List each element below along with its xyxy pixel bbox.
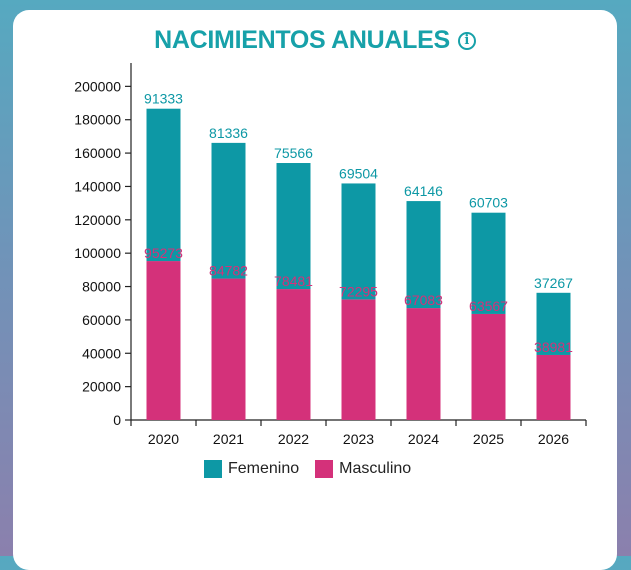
legend: Femenino Masculino [204, 460, 411, 478]
y-tick-label: 60000 [82, 312, 121, 328]
bar-femenino [471, 212, 506, 314]
y-tick-label: 120000 [74, 212, 121, 228]
bar-chart: 0 20000 40000 60000 80000 100000 120000 140000 1… [74, 63, 587, 447]
bar-masculino [406, 308, 441, 420]
x-tick-label: 2025 [473, 431, 504, 447]
data-label-masculino: 38981 [534, 339, 573, 355]
data-label-masculino: 78481 [274, 273, 313, 289]
title-row: NACIMIENTOS ANUALES i [13, 26, 617, 55]
x-tick-label: 2022 [278, 431, 309, 447]
y-tick-label: 0 [113, 412, 121, 428]
legend-label-masculino: Masculino [339, 460, 412, 477]
data-label-masculino: 72295 [339, 283, 378, 299]
data-label-femenino: 75566 [274, 145, 313, 161]
bar-masculino [146, 261, 181, 420]
bar-femenino [276, 163, 311, 290]
legend-swatch-femenino [204, 460, 222, 478]
y-tick-label: 100000 [74, 245, 121, 261]
chart-card: NACIMIENTOS ANUALES i [13, 10, 617, 570]
data-label-masculino: 95273 [144, 245, 183, 261]
legend-item-femenino[interactable]: Femenino [204, 460, 299, 478]
x-tick-label: 2023 [343, 431, 374, 447]
bar-femenino [211, 142, 246, 279]
data-label-femenino: 91333 [144, 91, 183, 107]
bar-masculino [471, 313, 506, 420]
x-tick-label: 2020 [148, 431, 179, 447]
x-tick-label: 2024 [408, 431, 439, 447]
data-label-femenino: 37267 [534, 275, 573, 291]
y-tick-label: 140000 [74, 178, 121, 194]
bar-femenino [146, 108, 181, 262]
bar-femenino [341, 183, 376, 300]
y-tick-label: 200000 [74, 78, 121, 94]
y-tick-label: 160000 [74, 145, 121, 161]
bar-masculino [341, 299, 376, 420]
y-tick-label: 80000 [82, 279, 121, 295]
legend-label-femenino: Femenino [228, 460, 300, 477]
data-label-masculino: 84782 [209, 263, 248, 279]
chart-title: NACIMIENTOS ANUALES [154, 26, 450, 54]
legend-item-masculino[interactable]: Masculino [315, 460, 411, 478]
bar-masculino [536, 354, 571, 420]
data-label-masculino: 67083 [404, 292, 443, 308]
data-label-femenino: 60703 [469, 195, 508, 211]
data-label-femenino: 69504 [339, 165, 378, 181]
bar-masculino [276, 289, 311, 420]
y-tick-label: 40000 [82, 345, 121, 361]
bar-femenino [536, 292, 571, 355]
y-tick-label: 180000 [74, 112, 121, 128]
bar-femenino [406, 201, 441, 309]
data-label-masculino: 63567 [469, 298, 508, 314]
legend-swatch-masculino [315, 460, 334, 478]
info-icon[interactable]: i [457, 31, 476, 50]
bar-masculino [211, 278, 246, 420]
y-tick-label: 20000 [82, 379, 121, 395]
data-label-femenino: 81336 [209, 125, 248, 141]
x-tick-label: 2021 [213, 431, 244, 447]
x-tick-label: 2026 [538, 431, 569, 447]
data-label-femenino: 64146 [404, 183, 443, 199]
